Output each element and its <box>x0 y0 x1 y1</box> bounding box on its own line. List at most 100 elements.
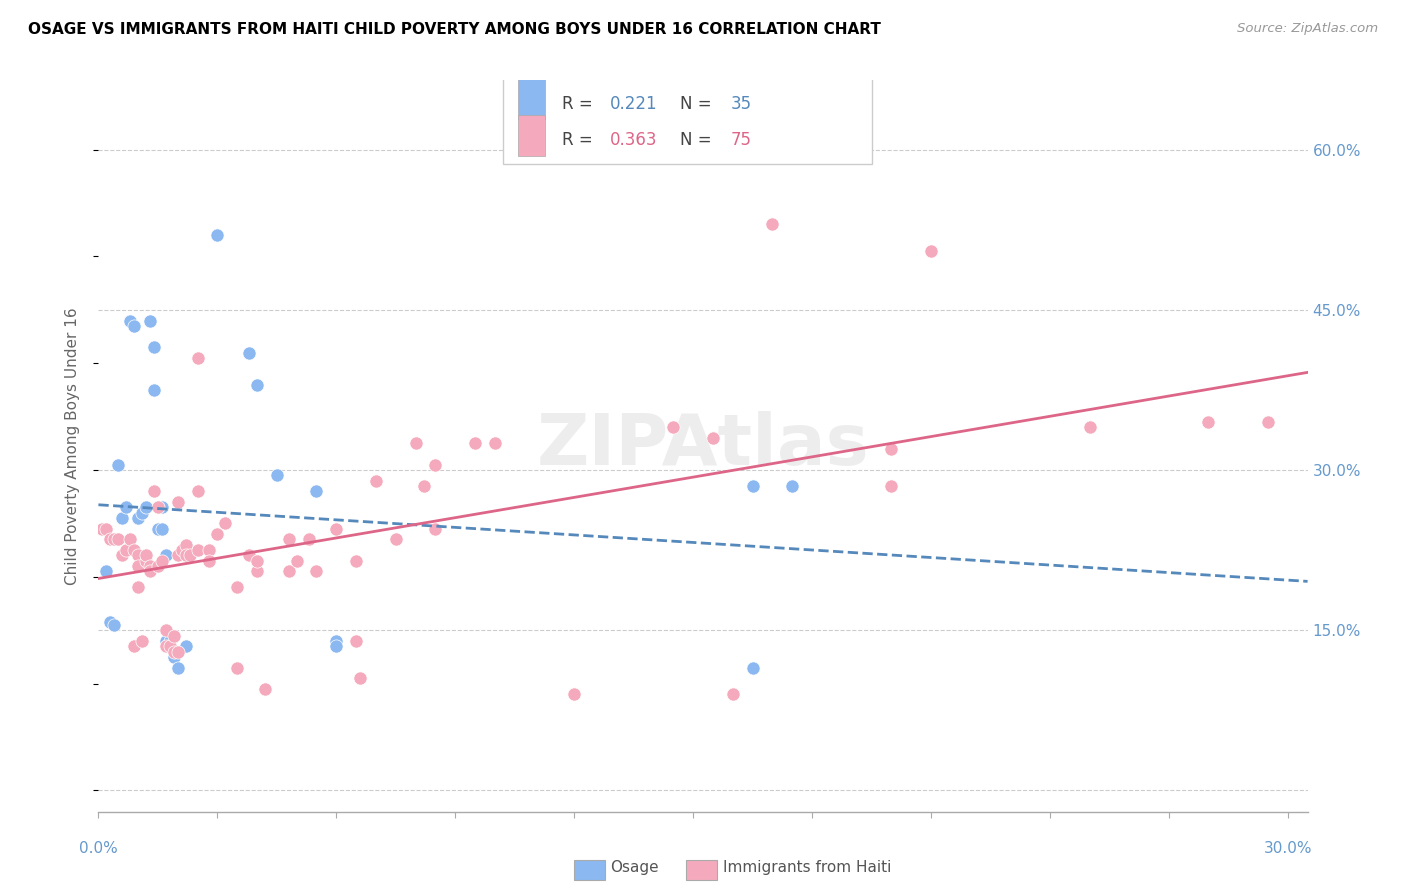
Point <box>146 500 169 515</box>
Text: 35: 35 <box>731 95 752 112</box>
Text: 0.221: 0.221 <box>610 95 658 112</box>
Point <box>412 479 434 493</box>
Point <box>484 436 506 450</box>
Point <box>325 633 347 648</box>
Point <box>159 633 181 648</box>
Point <box>186 543 208 558</box>
Point <box>761 218 783 232</box>
Point <box>349 671 371 685</box>
Point <box>266 468 288 483</box>
Point <box>122 543 145 558</box>
Point <box>166 495 188 509</box>
Point <box>425 458 447 472</box>
Text: Osage: Osage <box>610 860 659 874</box>
Point <box>127 549 149 563</box>
Point <box>277 565 299 579</box>
Point <box>122 318 145 333</box>
Point <box>139 559 162 574</box>
Point <box>920 244 942 259</box>
Point <box>238 549 260 563</box>
Point <box>325 639 347 653</box>
Point <box>98 615 121 629</box>
Point <box>344 633 367 648</box>
Point <box>107 533 129 547</box>
Point <box>662 420 685 434</box>
Point <box>702 431 724 445</box>
Point <box>186 351 208 365</box>
Point <box>127 511 149 525</box>
Point <box>142 484 165 499</box>
Point <box>111 549 134 563</box>
Point <box>179 549 201 563</box>
Text: N =: N = <box>681 131 717 149</box>
Point <box>159 639 181 653</box>
Text: N =: N = <box>681 95 717 112</box>
Point <box>163 644 186 658</box>
FancyBboxPatch shape <box>517 115 544 155</box>
Point <box>1078 420 1101 434</box>
Point <box>297 533 319 547</box>
Point <box>246 377 269 392</box>
Point <box>186 484 208 499</box>
Point <box>135 549 157 563</box>
Point <box>1198 415 1220 429</box>
Point <box>150 500 173 515</box>
Point <box>127 559 149 574</box>
Point <box>166 660 188 674</box>
Point <box>741 660 763 674</box>
Point <box>325 522 347 536</box>
Point <box>226 660 249 674</box>
Point <box>163 628 186 642</box>
Point <box>364 474 387 488</box>
Point <box>880 442 903 456</box>
Point <box>405 436 427 450</box>
Text: 0.363: 0.363 <box>610 131 658 149</box>
Point <box>1257 415 1279 429</box>
Y-axis label: Child Poverty Among Boys Under 16: Child Poverty Among Boys Under 16 <box>65 307 80 585</box>
Point <box>174 538 197 552</box>
Text: 30.0%: 30.0% <box>1264 841 1312 856</box>
Text: Immigrants from Haiti: Immigrants from Haiti <box>723 860 891 874</box>
Point <box>198 554 221 568</box>
Point <box>139 313 162 327</box>
Point <box>146 522 169 536</box>
Point <box>131 506 153 520</box>
Point <box>91 522 114 536</box>
Point <box>214 516 236 531</box>
Point <box>562 687 585 701</box>
Point <box>305 565 328 579</box>
FancyBboxPatch shape <box>517 78 544 119</box>
Point <box>150 522 173 536</box>
Point <box>198 543 221 558</box>
Text: R =: R = <box>561 131 598 149</box>
Point <box>107 458 129 472</box>
Point <box>98 533 121 547</box>
Point <box>142 383 165 397</box>
Text: ZIPAtlas: ZIPAtlas <box>537 411 869 481</box>
Point <box>246 565 269 579</box>
Text: Source: ZipAtlas.com: Source: ZipAtlas.com <box>1237 22 1378 36</box>
Point <box>285 554 308 568</box>
Point <box>120 533 142 547</box>
Point <box>150 554 173 568</box>
Point <box>155 623 177 637</box>
Point <box>111 511 134 525</box>
Point <box>207 228 229 243</box>
Point <box>127 581 149 595</box>
Point <box>155 639 177 653</box>
Point <box>226 581 249 595</box>
Point <box>174 639 197 653</box>
Text: R =: R = <box>561 95 598 112</box>
Point <box>174 549 197 563</box>
FancyBboxPatch shape <box>503 77 872 164</box>
Point <box>741 479 763 493</box>
Point <box>305 484 328 499</box>
Point <box>135 554 157 568</box>
Point <box>170 543 193 558</box>
Point <box>103 533 125 547</box>
Point <box>103 618 125 632</box>
Point <box>166 644 188 658</box>
Point <box>344 554 367 568</box>
Point <box>464 436 486 450</box>
Point <box>155 633 177 648</box>
